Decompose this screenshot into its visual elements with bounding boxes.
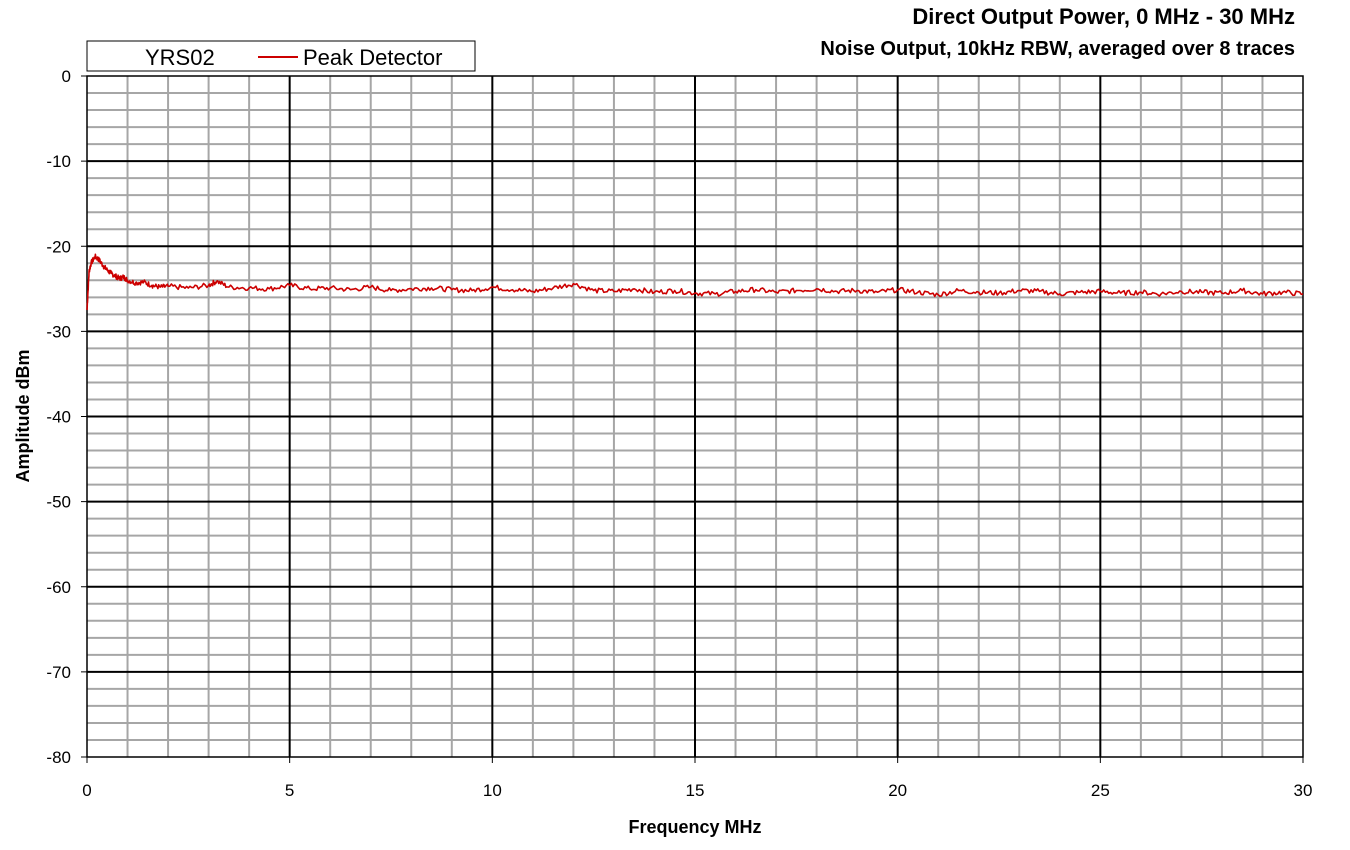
- chart-subtitle: Noise Output, 10kHz RBW, averaged over 8…: [820, 38, 1295, 60]
- x-tick-label: 15: [686, 781, 705, 800]
- y-tick-label: -60: [46, 578, 71, 597]
- x-tick-label: 10: [483, 781, 502, 800]
- y-tick-label: -10: [46, 152, 71, 171]
- legend-label-peak-detector: Peak Detector: [303, 45, 442, 70]
- grid: [87, 76, 1303, 757]
- x-tick-label: 30: [1294, 781, 1313, 800]
- x-axis-title: Frequency MHz: [628, 817, 761, 837]
- legend: YRS02 Peak Detector: [86, 40, 476, 72]
- tick-labels: 0 5 10 15 20 25 30 0 -10 -20 -30 -40 -50 -60 -70 -80: [46, 67, 1312, 800]
- series-layer: [86, 253, 1304, 311]
- y-tick-label: -70: [46, 663, 71, 682]
- y-tick-label: -50: [46, 493, 71, 512]
- y-axis-title: Amplitude dBm: [13, 350, 33, 483]
- chart-title: Direct Output Power, 0 MHz - 30 MHz: [912, 4, 1295, 29]
- x-tick-label: 25: [1091, 781, 1110, 800]
- x-tick-label: 0: [82, 781, 91, 800]
- legend-title: YRS02: [145, 45, 215, 70]
- y-tick-label: -30: [46, 322, 71, 341]
- x-tick-label: 5: [285, 781, 294, 800]
- y-tick-label: -80: [46, 748, 71, 767]
- series-line-peak-detector: [86, 253, 1304, 311]
- y-tick-label: -40: [46, 408, 71, 427]
- y-tick-label: 0: [62, 67, 71, 86]
- x-tick-label: 20: [888, 781, 907, 800]
- y-tick-label: -20: [46, 237, 71, 256]
